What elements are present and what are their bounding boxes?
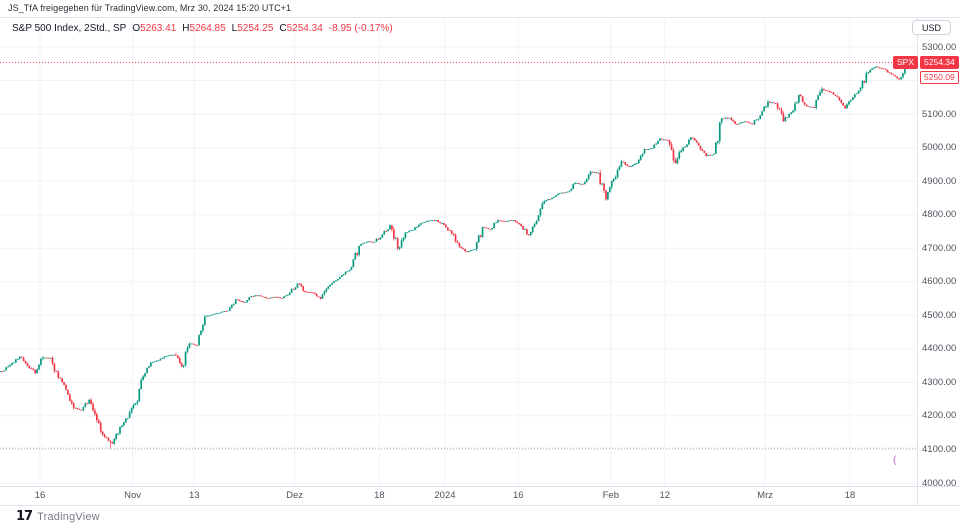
time-tick-label: 16 [34, 490, 46, 501]
time-tick-label: 12 [659, 490, 671, 501]
time-tick-label: Feb [602, 490, 619, 501]
time-tick-label: 16 [512, 490, 524, 501]
price-tick-label: 4200.00 [922, 410, 957, 422]
time-tick-label: Mrz [757, 490, 773, 501]
attribution-text: JS_TfA freigegeben für TradingView.com, … [8, 3, 292, 13]
ohlc-values: O5263.41 H5264.85 L5254.25 C5254.34 [132, 23, 322, 34]
symbol-title[interactable]: S&P 500 Index, 2Std., SP [12, 23, 127, 34]
panel-top-border [0, 17, 960, 18]
last-price-value: 5254.34 [920, 56, 959, 69]
time-tick-label: Dez [286, 490, 303, 501]
time-tick-label: 18 [374, 490, 385, 501]
ohlc-field: L5254.25 [231, 23, 274, 34]
price-tick-label: 5300.00 [922, 41, 957, 53]
change-value: -8.95 (-0.17%) [328, 23, 393, 34]
tradingview-logo-icon: 17 [16, 509, 33, 524]
price-tick-label: 4100.00 [922, 443, 957, 455]
time-tick-label: 18 [844, 490, 856, 501]
tradingview-logo-text: TradingView [37, 510, 100, 523]
truncated-purple-label: ( [893, 455, 897, 466]
counter-price-badge: 5250.09 [920, 71, 959, 84]
price-tick-label: 4600.00 [922, 276, 957, 288]
price-tick-label: 5000.00 [922, 142, 957, 154]
price-tick-label: 4300.00 [922, 376, 957, 388]
price-tick-label: 4800.00 [922, 209, 957, 221]
price-tick-label: 4900.00 [922, 175, 957, 187]
price-axis-separator [917, 17, 918, 505]
price-tick-label: 4500.00 [922, 309, 957, 321]
ohlc-field: C5254.34 [279, 23, 323, 34]
tradingview-logo[interactable]: 17 TradingView [16, 509, 100, 524]
time-axis-bottom-border [0, 505, 960, 506]
last-price-badge: SPX 5254.34 [893, 56, 959, 69]
price-tick-label: 4000.00 [922, 477, 957, 489]
price-tick-label: 4700.00 [922, 242, 957, 254]
symbol-tag: SPX [893, 56, 919, 69]
ohlc-field: O5263.41 [132, 23, 177, 34]
time-tick-label: 13 [188, 490, 200, 501]
ohlc-field: H5264.85 [182, 23, 226, 34]
currency-unit-button[interactable]: USD [912, 20, 951, 35]
time-axis-top-border [0, 486, 960, 487]
price-tick-label: 4400.00 [922, 343, 957, 355]
chart-legend: S&P 500 Index, 2Std., SP O5263.41 H5264.8… [12, 23, 393, 34]
time-tick-label: 2024 [434, 490, 456, 501]
price-tick-label: 5100.00 [922, 108, 957, 120]
time-tick-label: Nov [124, 490, 141, 501]
candlestick-chart[interactable] [0, 17, 917, 486]
